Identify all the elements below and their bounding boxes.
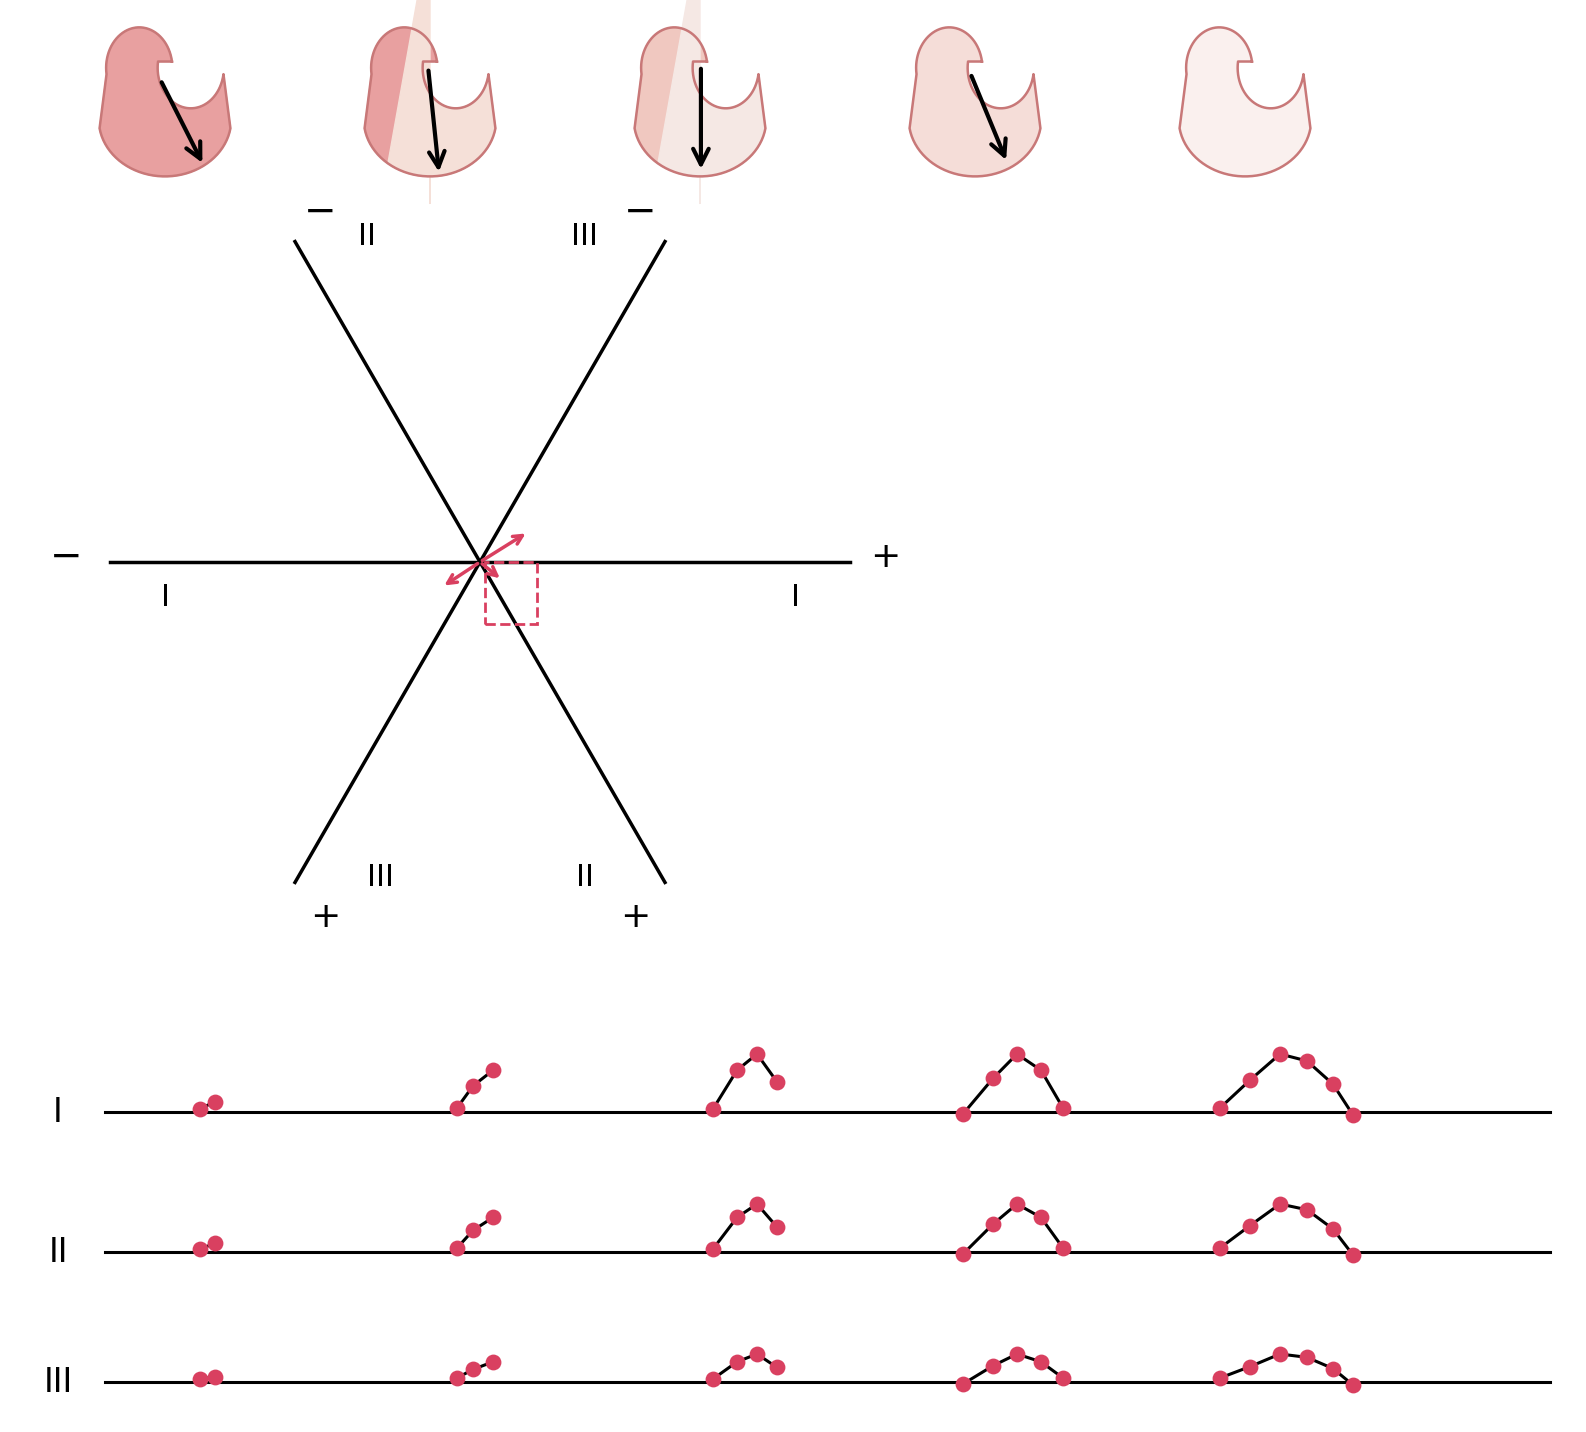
Point [701, 1368, 726, 1390]
Point [460, 1219, 485, 1242]
Point [1028, 1206, 1053, 1229]
Polygon shape [100, 27, 230, 176]
Point [744, 1042, 769, 1065]
Text: III: III [366, 863, 393, 892]
Text: II: II [576, 863, 595, 892]
Point [950, 1103, 975, 1126]
Text: I: I [160, 583, 170, 611]
Point [203, 1232, 228, 1254]
Point [1237, 1214, 1262, 1237]
Text: I: I [790, 583, 799, 611]
Point [1004, 1193, 1029, 1216]
Point [725, 1350, 750, 1373]
Bar [485, 561, 538, 624]
Text: II: II [358, 222, 376, 251]
Text: −: − [623, 192, 657, 231]
Point [725, 1058, 750, 1081]
Text: I: I [52, 1095, 63, 1128]
Point [1004, 1343, 1029, 1366]
Text: +: + [620, 901, 650, 935]
Point [1320, 1358, 1345, 1380]
Point [744, 1193, 769, 1216]
Text: −: − [303, 192, 336, 231]
Point [1294, 1199, 1320, 1221]
Point [444, 1366, 469, 1389]
Point [444, 1097, 469, 1120]
Point [1267, 1042, 1293, 1065]
Point [1207, 1366, 1232, 1389]
Polygon shape [1180, 27, 1310, 176]
Text: −: − [49, 538, 82, 576]
Point [187, 1237, 213, 1260]
Point [1004, 1042, 1029, 1065]
Polygon shape [910, 27, 1040, 176]
Point [1028, 1058, 1053, 1081]
Text: II: II [48, 1236, 68, 1269]
Point [950, 1372, 975, 1395]
Text: +: + [871, 540, 901, 574]
Point [725, 1206, 750, 1229]
Point [764, 1070, 790, 1093]
Point [980, 1067, 1006, 1090]
Point [1320, 1073, 1345, 1095]
Text: III: III [43, 1366, 73, 1399]
Point [764, 1356, 790, 1379]
Point [701, 1097, 726, 1120]
Point [1340, 1243, 1366, 1266]
Point [481, 1206, 506, 1229]
Point [1050, 1366, 1075, 1389]
Point [203, 1366, 228, 1389]
Point [1028, 1350, 1053, 1373]
Point [950, 1243, 975, 1266]
Point [980, 1213, 1006, 1236]
Point [460, 1358, 485, 1380]
Polygon shape [658, 0, 766, 203]
Point [1050, 1097, 1075, 1120]
Point [444, 1237, 469, 1260]
Point [1237, 1068, 1262, 1091]
Point [187, 1097, 213, 1120]
Point [1294, 1346, 1320, 1369]
Point [1207, 1097, 1232, 1120]
Polygon shape [365, 27, 495, 176]
Point [980, 1355, 1006, 1378]
Point [1294, 1050, 1320, 1073]
Text: +: + [309, 901, 339, 935]
Point [481, 1350, 506, 1373]
Point [764, 1216, 790, 1239]
Point [1340, 1373, 1366, 1396]
Point [1320, 1217, 1345, 1240]
Polygon shape [634, 27, 766, 176]
Point [744, 1343, 769, 1366]
Point [701, 1237, 726, 1260]
Point [1340, 1104, 1366, 1127]
Text: III: III [571, 222, 598, 251]
Polygon shape [389, 0, 495, 203]
Point [460, 1074, 485, 1097]
Point [481, 1058, 506, 1081]
Point [187, 1368, 213, 1390]
Point [1267, 1193, 1293, 1216]
Point [1050, 1237, 1075, 1260]
Point [203, 1090, 228, 1113]
Point [1267, 1343, 1293, 1366]
Point [1207, 1237, 1232, 1260]
Point [1237, 1355, 1262, 1378]
